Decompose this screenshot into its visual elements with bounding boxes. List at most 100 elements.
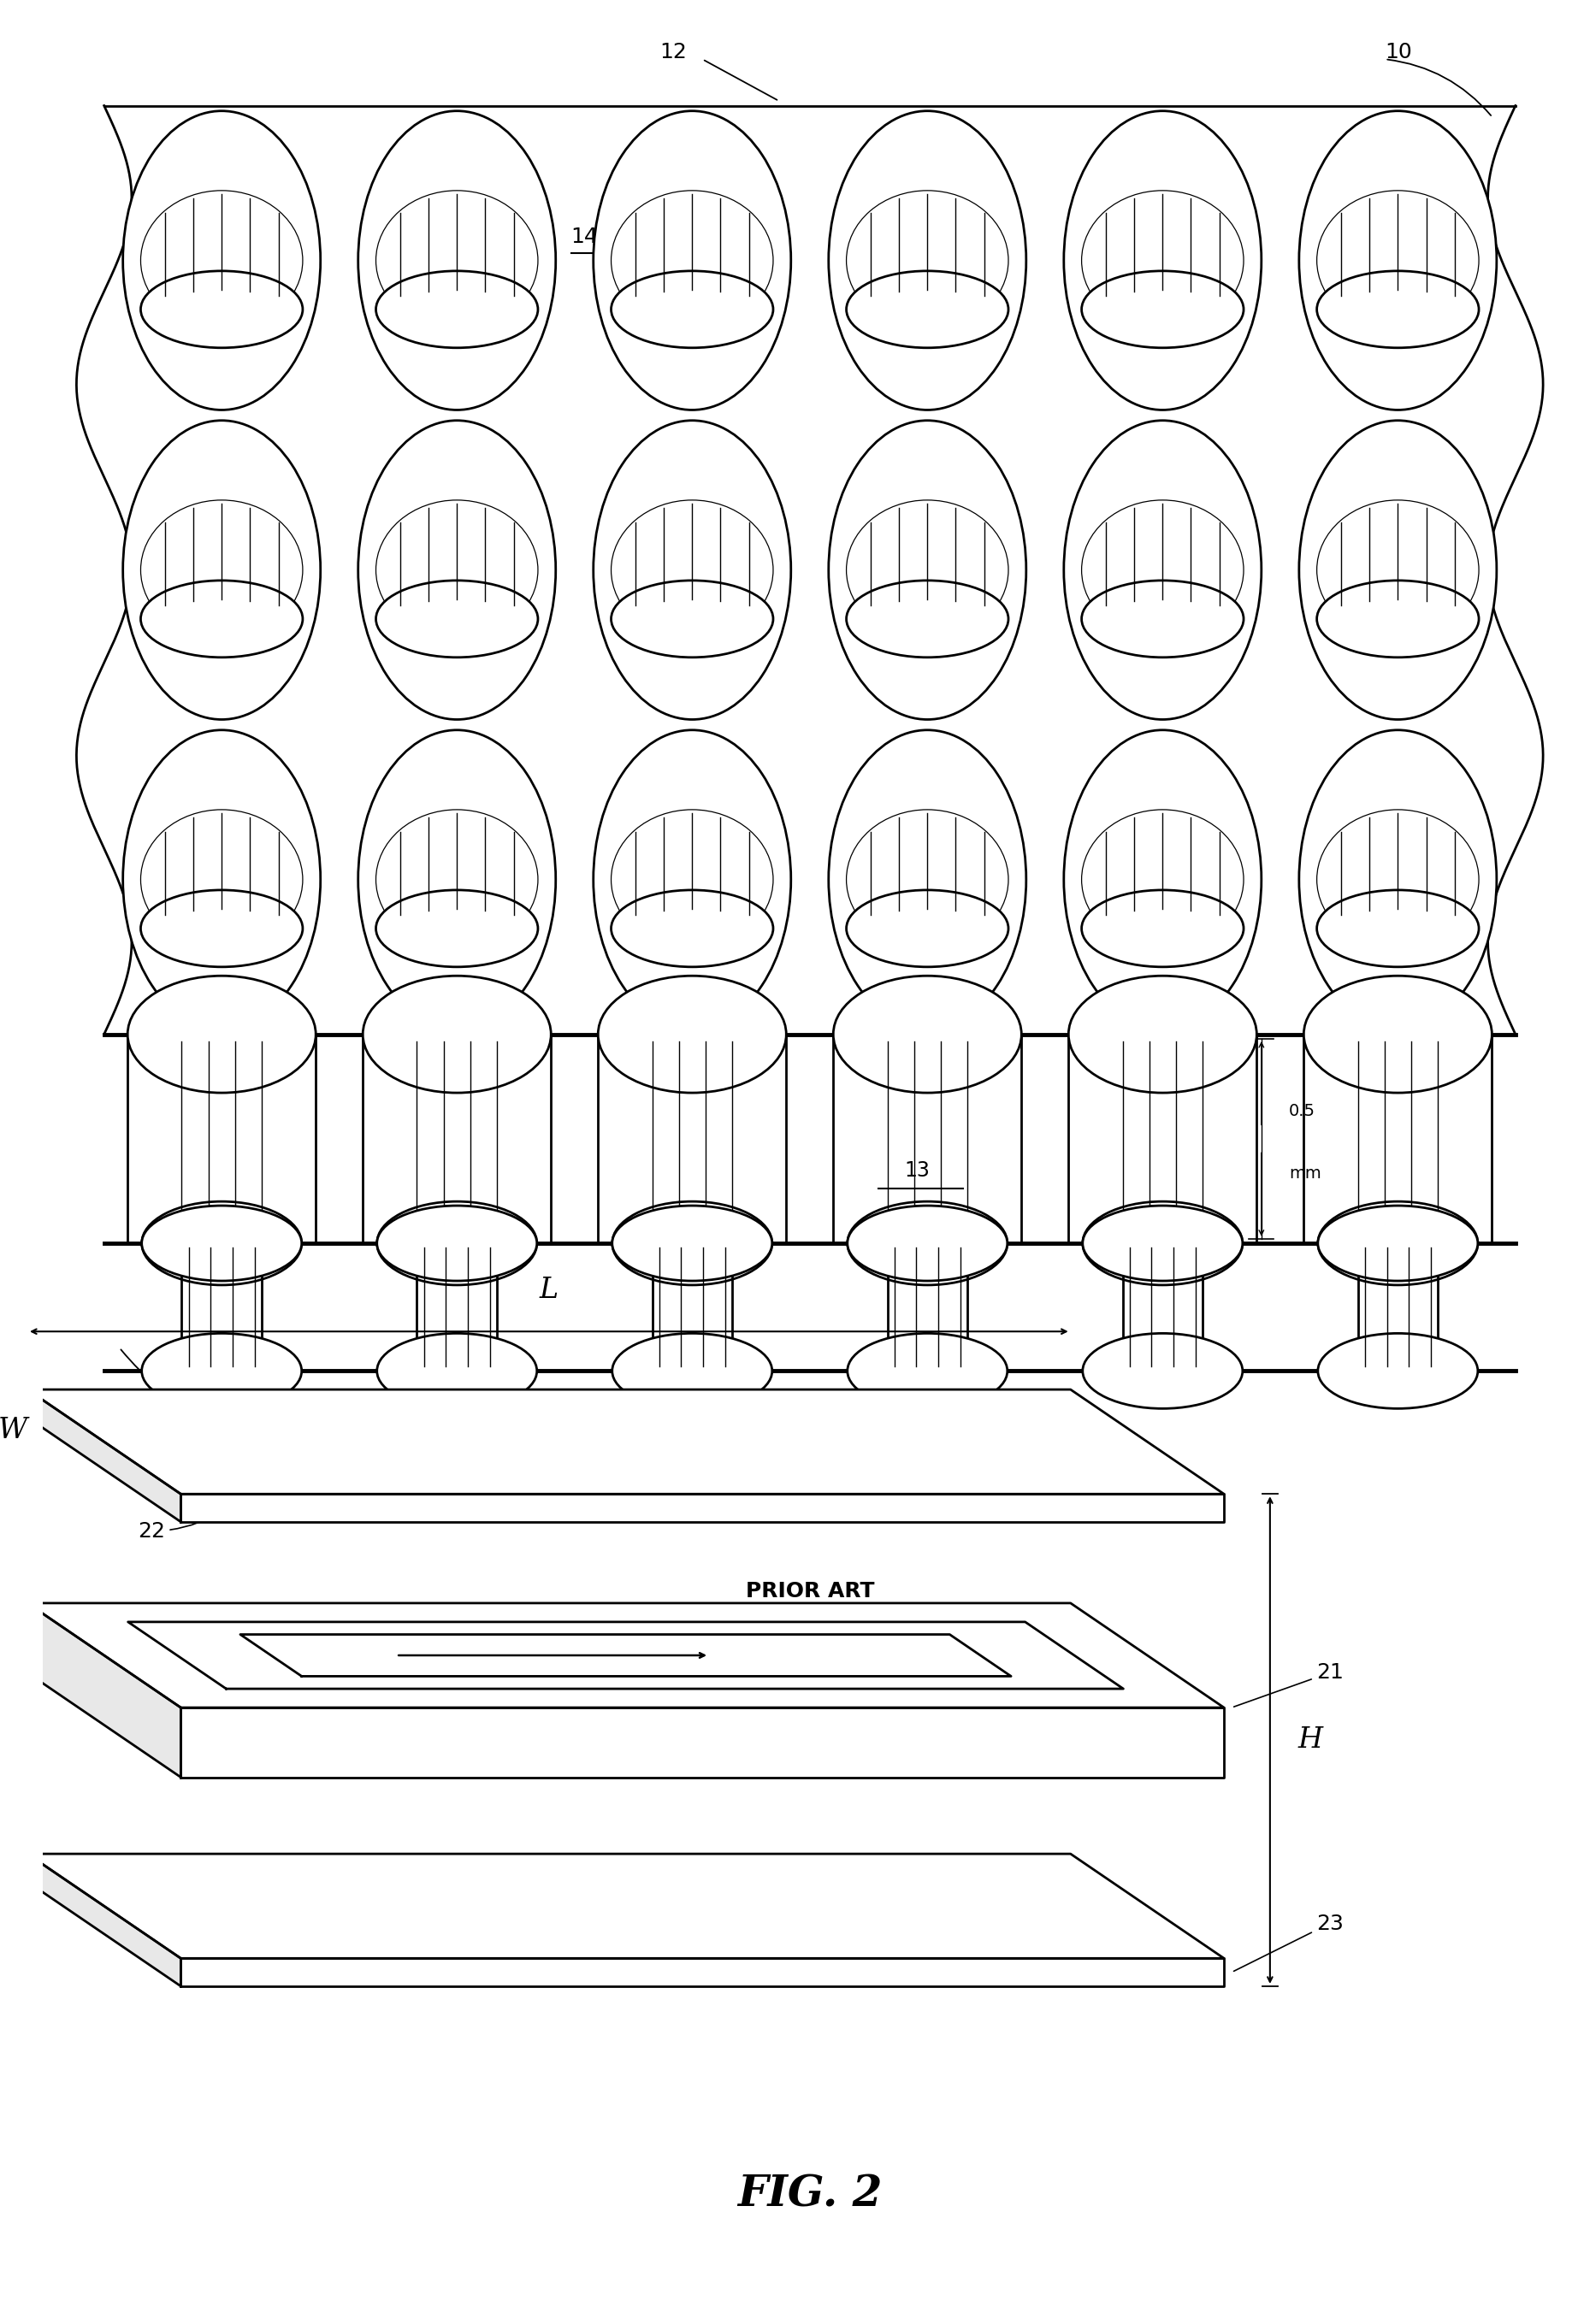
- Ellipse shape: [142, 1206, 301, 1281]
- Ellipse shape: [828, 112, 1026, 409]
- Ellipse shape: [846, 191, 1008, 330]
- Ellipse shape: [611, 581, 773, 658]
- Ellipse shape: [611, 272, 773, 349]
- Ellipse shape: [1064, 730, 1261, 1030]
- Text: 21: 21: [1234, 1662, 1343, 1706]
- Ellipse shape: [377, 1206, 537, 1281]
- Ellipse shape: [123, 730, 320, 1030]
- Text: 14: 14: [571, 228, 598, 246]
- Ellipse shape: [1299, 112, 1496, 409]
- Ellipse shape: [128, 976, 316, 1092]
- Ellipse shape: [363, 976, 551, 1092]
- Ellipse shape: [612, 1206, 772, 1281]
- Ellipse shape: [846, 581, 1008, 658]
- Ellipse shape: [846, 272, 1008, 349]
- Ellipse shape: [593, 421, 791, 720]
- Text: PRIOR ART: PRIOR ART: [745, 1580, 874, 1601]
- Ellipse shape: [611, 890, 773, 967]
- Ellipse shape: [1316, 272, 1479, 349]
- Ellipse shape: [140, 890, 303, 967]
- Polygon shape: [181, 1494, 1225, 1522]
- Text: 22: 22: [137, 1508, 224, 1541]
- Ellipse shape: [1081, 581, 1243, 658]
- Ellipse shape: [142, 1202, 301, 1285]
- Polygon shape: [27, 1855, 181, 1987]
- Ellipse shape: [123, 112, 320, 409]
- Ellipse shape: [847, 1206, 1007, 1281]
- Polygon shape: [181, 1708, 1225, 1778]
- Ellipse shape: [376, 500, 538, 639]
- Ellipse shape: [1316, 581, 1479, 658]
- Ellipse shape: [611, 191, 773, 330]
- Polygon shape: [27, 1604, 181, 1778]
- Ellipse shape: [846, 809, 1008, 951]
- Ellipse shape: [611, 809, 773, 951]
- Ellipse shape: [1316, 191, 1479, 330]
- Ellipse shape: [1081, 272, 1243, 349]
- Ellipse shape: [358, 730, 555, 1030]
- Polygon shape: [27, 1390, 181, 1522]
- Ellipse shape: [1083, 1202, 1242, 1285]
- Ellipse shape: [828, 421, 1026, 720]
- Text: 0.5: 0.5: [1289, 1104, 1316, 1120]
- Text: 13: 13: [904, 1160, 929, 1181]
- Ellipse shape: [1299, 730, 1496, 1030]
- Ellipse shape: [1318, 1206, 1479, 1281]
- Polygon shape: [27, 1390, 1225, 1494]
- Ellipse shape: [140, 191, 303, 330]
- Ellipse shape: [1068, 976, 1256, 1092]
- Ellipse shape: [1083, 1206, 1242, 1281]
- Ellipse shape: [140, 272, 303, 349]
- Ellipse shape: [1081, 500, 1243, 639]
- Ellipse shape: [1316, 500, 1479, 639]
- Ellipse shape: [1064, 421, 1261, 720]
- Polygon shape: [181, 1959, 1225, 1987]
- Polygon shape: [27, 1855, 1225, 1959]
- Ellipse shape: [1081, 191, 1243, 330]
- Text: W: W: [0, 1415, 27, 1443]
- Ellipse shape: [1064, 112, 1261, 409]
- Ellipse shape: [611, 500, 773, 639]
- Ellipse shape: [1318, 1334, 1479, 1408]
- Ellipse shape: [1303, 976, 1491, 1092]
- Text: 15: 15: [122, 1350, 338, 1450]
- Text: 24: 24: [137, 1648, 300, 1680]
- Text: H: H: [1297, 1727, 1322, 1755]
- Ellipse shape: [376, 890, 538, 967]
- Text: FIG. 2: FIG. 2: [737, 2175, 882, 2217]
- Ellipse shape: [846, 500, 1008, 639]
- Text: 10: 10: [1385, 42, 1412, 63]
- Ellipse shape: [833, 976, 1021, 1092]
- Ellipse shape: [376, 809, 538, 951]
- Ellipse shape: [847, 1202, 1007, 1285]
- Ellipse shape: [846, 890, 1008, 967]
- Ellipse shape: [377, 1202, 537, 1285]
- Ellipse shape: [1316, 809, 1479, 951]
- Ellipse shape: [1318, 1202, 1479, 1285]
- Ellipse shape: [376, 191, 538, 330]
- Ellipse shape: [593, 112, 791, 409]
- Polygon shape: [27, 1604, 1225, 1708]
- Ellipse shape: [1299, 421, 1496, 720]
- Ellipse shape: [1081, 809, 1243, 951]
- Ellipse shape: [358, 112, 555, 409]
- Ellipse shape: [1316, 890, 1479, 967]
- Text: 23: 23: [1234, 1913, 1343, 1971]
- Ellipse shape: [593, 730, 791, 1030]
- Ellipse shape: [1081, 890, 1243, 967]
- Ellipse shape: [828, 730, 1026, 1030]
- Text: 12: 12: [660, 42, 686, 63]
- Text: L: L: [540, 1276, 559, 1304]
- Ellipse shape: [376, 581, 538, 658]
- Ellipse shape: [1083, 1334, 1242, 1408]
- Ellipse shape: [123, 421, 320, 720]
- Ellipse shape: [377, 1334, 537, 1408]
- Ellipse shape: [612, 1202, 772, 1285]
- Ellipse shape: [598, 976, 786, 1092]
- Polygon shape: [240, 1634, 1011, 1676]
- Ellipse shape: [142, 1334, 301, 1408]
- Ellipse shape: [140, 500, 303, 639]
- Ellipse shape: [358, 421, 555, 720]
- Ellipse shape: [140, 809, 303, 951]
- Ellipse shape: [847, 1334, 1007, 1408]
